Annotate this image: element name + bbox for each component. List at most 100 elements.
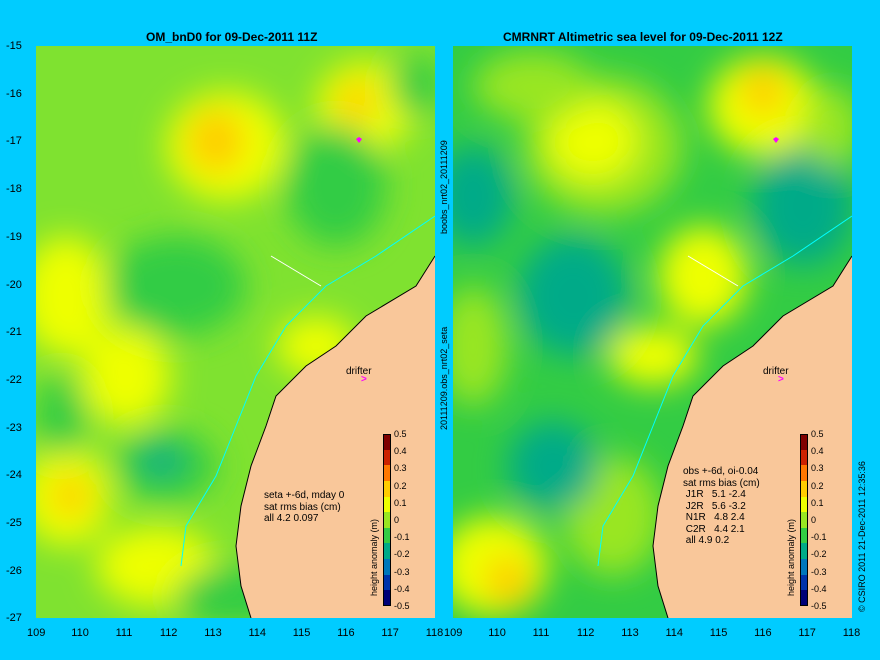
right-drifter-label: drifter	[763, 366, 789, 377]
x-tick-label: 118	[425, 627, 444, 639]
stats-line: C2R 4.4 2.1	[683, 523, 745, 535]
x-tick-label: 113	[204, 627, 222, 639]
colorbar-segment	[800, 543, 808, 560]
colorbar-tick-label: -0.4	[394, 583, 410, 594]
colorbar-segment	[383, 512, 391, 529]
colorbar-segment	[383, 574, 391, 591]
colorbar-label: height anomaly (m)	[786, 518, 796, 596]
x-tick-label: 110	[488, 627, 506, 639]
colorbar-label: height anomaly (m)	[369, 518, 379, 596]
colorbar-tick-label: -0.4	[811, 583, 827, 594]
colorbar-tick-label: -0.1	[811, 532, 827, 543]
colorbar-segment	[800, 480, 808, 498]
colorbar-tick-label: 0.1	[394, 497, 407, 508]
x-tick-label: 111	[115, 627, 133, 639]
y-tick-label: -19	[6, 230, 22, 243]
colorbar-tick-label: 0.5	[811, 429, 824, 439]
colorbar-segment	[800, 527, 808, 544]
colorbar-tick-label: 0	[811, 515, 817, 525]
colorbar-frame	[800, 434, 808, 606]
x-tick-label: 117	[381, 627, 399, 639]
left-drifter-icon: >	[361, 374, 367, 385]
y-tick-label: -23	[6, 421, 22, 434]
colorbar-segment	[383, 543, 391, 560]
y-tick-label: -26	[6, 564, 22, 577]
x-tick-label: 117	[798, 627, 816, 639]
y-tick-label: -24	[6, 469, 22, 482]
colorbar-segment	[800, 465, 808, 482]
colorbar-tick-label: 0.4	[394, 446, 407, 457]
colorbar-segment	[383, 434, 391, 451]
colorbar-tick-label: 0.3	[394, 463, 407, 474]
stats-line: obs +-6d, oi-0.04	[683, 466, 759, 477]
y-tick-label: -17	[6, 135, 22, 148]
stats-line: N1R 4.8 2.4	[683, 512, 745, 523]
x-tick-label: 111	[532, 627, 550, 639]
colorbar-segment	[383, 449, 391, 466]
x-tick-label: 112	[159, 627, 178, 639]
right-drifter-icon: >	[778, 374, 784, 385]
colorbar-segment	[383, 465, 391, 482]
x-tick-label: 113	[621, 627, 639, 639]
stats-line: seta +-6d, mday 0	[264, 490, 345, 501]
copyright-label: © CSIRO 2011 21-Dec-2011 12:35:36	[857, 461, 867, 612]
colorbar-tick-label: -0.2	[394, 549, 410, 560]
colorbar-segment	[800, 559, 808, 576]
colorbar-segment	[383, 527, 391, 544]
middle-label-upper: boobs_nrt02_20111209	[439, 140, 449, 234]
left-drifter-label: drifter	[346, 366, 372, 377]
colorbar-segment	[800, 590, 808, 607]
colorbar-tick-label: 0.4	[811, 446, 824, 457]
stats-line: sat rms bias (cm)	[264, 501, 341, 513]
x-tick-label: 118	[842, 627, 861, 639]
left-map-panel: drifter > seta +-6d, mday 0 sat rms bias …	[36, 46, 435, 618]
x-tick-label: 115	[292, 627, 311, 639]
colorbar-segment	[800, 574, 808, 591]
colorbar-tick-label: -0.2	[811, 549, 827, 560]
x-tick-label: 110	[71, 627, 89, 639]
y-tick-label: -27	[6, 612, 22, 625]
colorbar-tick-label: 0.1	[811, 497, 824, 508]
colorbar-tick-label: 0.3	[811, 463, 824, 474]
colorbar-segment	[800, 434, 808, 451]
y-tick-label: -21	[6, 326, 22, 339]
x-tick-label: 116	[337, 627, 355, 639]
x-tick-label: 116	[754, 627, 772, 639]
left-panel-title: OM_bnD0 for 09-Dec-2011 11Z	[146, 30, 318, 44]
colorbar-tick-label: -0.1	[394, 532, 410, 543]
colorbar-tick-label: -0.5	[811, 601, 827, 611]
y-tick-label: -16	[6, 87, 22, 100]
colorbar-segment	[800, 512, 808, 529]
colorbar-segment	[383, 590, 391, 607]
stats-line: J1R 5.1 -2.4	[683, 489, 746, 500]
x-tick-label: 114	[248, 627, 267, 639]
colorbar-tick-label: 0.2	[811, 480, 824, 491]
colorbar-frame	[383, 434, 391, 606]
x-tick-label: 112	[576, 627, 595, 639]
x-tick-label: 115	[709, 627, 728, 639]
middle-label-lower: 20111209.obs_nrt02_seta	[439, 326, 449, 430]
stats-line: sat rms bias (cm)	[683, 477, 760, 489]
stats-line: all 4.9 0.2	[683, 535, 730, 546]
colorbar-segment	[383, 496, 391, 513]
y-tick-label: -15	[6, 40, 22, 52]
x-tick-label: 109	[27, 627, 46, 639]
x-tick-label: 114	[665, 627, 684, 639]
colorbar-tick-label: -0.3	[811, 566, 827, 577]
colorbar-tick-label: 0.5	[394, 429, 407, 439]
left-map-svg	[36, 46, 435, 618]
colorbar-tick-label: 0.2	[394, 480, 407, 491]
y-tick-label: -22	[6, 373, 22, 386]
colorbar-tick-label: -0.5	[394, 601, 410, 611]
colorbar-segment	[383, 480, 391, 498]
colorbar-segment	[800, 496, 808, 513]
colorbar-segment	[383, 559, 391, 576]
right-panel-title: CMRNRT Altimetric sea level for 09-Dec-2…	[503, 30, 783, 44]
stats-line: all 4.2 0.097	[264, 513, 319, 524]
y-tick-label: -20	[6, 278, 22, 291]
x-tick-label: 109	[444, 627, 463, 639]
colorbar-segment	[800, 449, 808, 466]
colorbar-tick-label: 0	[394, 515, 400, 525]
colorbar-tick-label: -0.3	[394, 566, 410, 577]
y-tick-label: -18	[6, 183, 22, 196]
